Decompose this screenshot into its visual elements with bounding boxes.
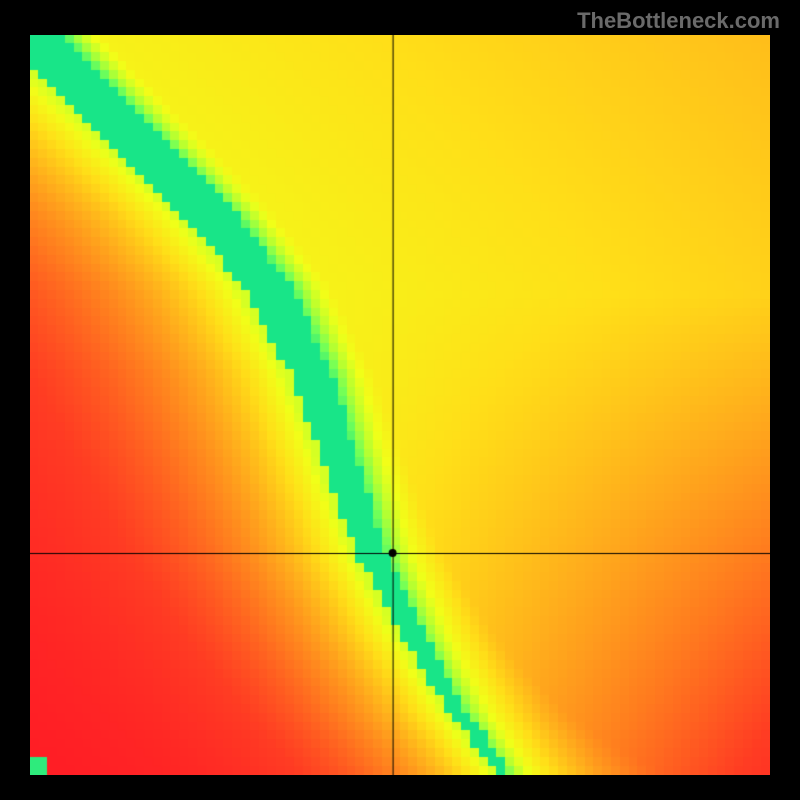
heatmap-plot bbox=[30, 35, 770, 775]
watermark-text: TheBottleneck.com bbox=[577, 8, 780, 34]
